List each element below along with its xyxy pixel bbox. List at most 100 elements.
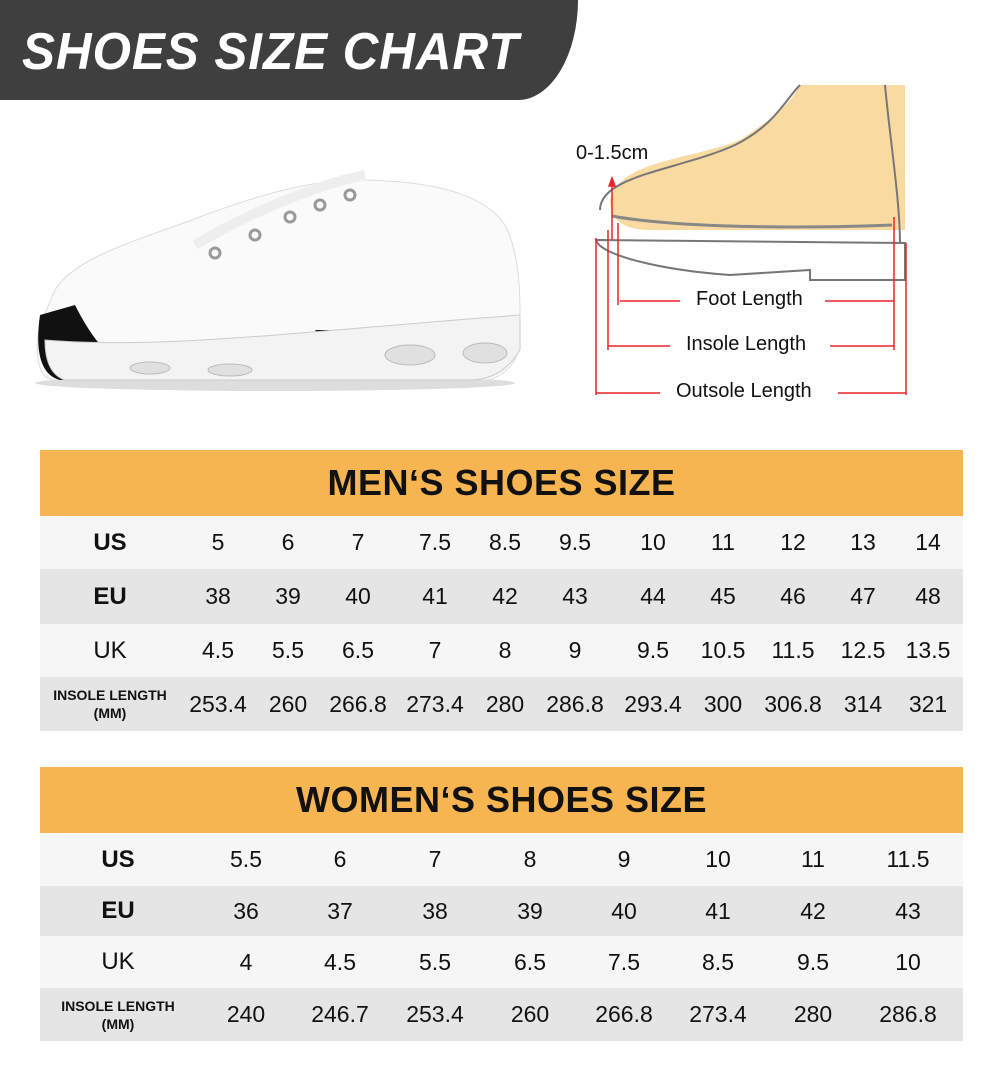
table-row: INSOLE LENGTH (MM) 253.4 260 266.8 273.4 280 28… <box>40 677 963 731</box>
size-cell: 8 <box>523 846 537 872</box>
foot-length-label: Foot Length <box>690 288 809 311</box>
size-cell: 253.4 <box>189 690 247 717</box>
size-cell: 37 <box>327 897 353 924</box>
size-cell: 7 <box>351 529 365 555</box>
size-cell: 12 <box>780 529 806 555</box>
size-cell: 9 <box>568 637 582 663</box>
table-row: EU 36 37 38 39 40 41 42 43 <box>40 886 963 936</box>
size-cell: 7.5 <box>608 948 640 975</box>
size-cell: 7.5 <box>419 529 451 555</box>
size-cell: 45 <box>710 583 736 609</box>
size-cell: 13 <box>850 529 876 555</box>
size-cell: 11 <box>711 529 735 555</box>
size-cell: 280 <box>793 1001 833 1027</box>
size-cell: 5 <box>211 529 225 555</box>
size-cell: 5.5 <box>230 846 262 872</box>
size-cell: 266.8 <box>595 1001 653 1027</box>
size-cell: 5.5 <box>419 948 451 975</box>
size-cell: 8.5 <box>489 529 521 555</box>
size-cell: 6 <box>281 529 295 555</box>
size-cell: 43 <box>562 583 588 609</box>
size-cell: 46 <box>780 583 806 609</box>
outsole-length-label: Outsole Length <box>670 380 818 403</box>
size-cell: 260 <box>268 690 308 717</box>
size-cell: 321 <box>908 690 948 717</box>
size-cell: 240 <box>226 1001 266 1027</box>
size-cell: 39 <box>517 897 543 924</box>
size-cell: 273.4 <box>406 690 464 717</box>
size-cell: 246.7 <box>311 1001 369 1027</box>
size-cell: 11.5 <box>886 846 930 872</box>
size-cell: 6.5 <box>514 948 546 975</box>
row-label: UK <box>93 636 127 664</box>
size-cell: 44 <box>640 583 666 609</box>
size-cell: 41 <box>422 583 448 609</box>
size-cell: 39 <box>275 583 301 609</box>
table-row: INSOLE LENGTH (MM) 240 246.7 253.4 260 266.8 27… <box>40 988 963 1041</box>
size-cell: 40 <box>345 583 371 609</box>
size-cell: 48 <box>915 583 941 609</box>
size-cell: 253.4 <box>406 1001 464 1027</box>
size-cell: 5.5 <box>272 637 304 663</box>
table-row: EU 38 39 40 41 42 43 44 45 46 47 48 <box>40 569 963 624</box>
size-cell: 300 <box>703 690 743 717</box>
size-cell: 306.8 <box>764 690 822 717</box>
mens-size-table: MEN‘S SHOES SIZE US 5 6 7 7.5 8.5 9.5 10 11 12 13 1… <box>40 450 963 731</box>
size-cell: 12.5 <box>840 637 886 663</box>
size-cell: 11 <box>801 846 825 872</box>
sneaker-image <box>35 170 521 391</box>
table-row: UK 4.5 5.5 6.5 7 8 9 9.5 10.5 11.5 12.5 13.5 <box>40 624 963 677</box>
row-label: US <box>93 528 127 556</box>
table-row: US 5.5 6 7 8 9 10 11 11.5 <box>40 833 963 886</box>
size-cell: 38 <box>205 583 231 609</box>
row-label-line2: (MM) <box>93 705 127 721</box>
page-title: SHOES SIZE CHART <box>22 23 520 81</box>
size-cell: 10.5 <box>700 637 746 663</box>
size-cell: 4.5 <box>202 637 234 663</box>
row-label: EU <box>93 582 127 610</box>
title-banner: SHOES SIZE CHART <box>0 0 578 100</box>
toe-gap-label: 0-1.5cm <box>576 142 649 164</box>
row-label-line2: (MM) <box>101 1015 135 1032</box>
size-cell: 6.5 <box>342 637 374 663</box>
size-cell: 280 <box>485 690 525 717</box>
mens-table-title: MEN‘S SHOES SIZE <box>40 450 963 516</box>
womens-table-title: WOMEN‘S SHOES SIZE <box>40 767 963 833</box>
size-cell: 42 <box>492 583 518 609</box>
size-cell: 286.8 <box>879 1001 937 1027</box>
size-cell: 286.8 <box>546 690 604 717</box>
size-cell: 9.5 <box>559 529 591 555</box>
size-cell: 8 <box>498 637 512 663</box>
size-cell: 273.4 <box>689 1001 747 1027</box>
size-cell: 314 <box>843 690 883 717</box>
row-label: INSOLE LENGTH (MM) <box>53 686 167 722</box>
size-cell: 266.8 <box>329 690 387 717</box>
table-row: US 5 6 7 7.5 8.5 9.5 10 11 12 13 14 <box>40 516 963 569</box>
size-cell: 36 <box>233 897 259 924</box>
row-label: UK <box>101 948 135 975</box>
size-cell: 9.5 <box>797 948 829 975</box>
size-cell: 7 <box>428 637 442 663</box>
size-cell: 260 <box>510 1001 550 1027</box>
size-cell: 293.4 <box>624 690 682 717</box>
foot-measurement-diagram: 0-1.5cm Foot Length Insole Length Outsol… <box>560 80 920 410</box>
row-label-line1: INSOLE LENGTH <box>53 687 167 703</box>
size-cell: 43 <box>895 897 921 924</box>
size-cell: 11.5 <box>771 637 815 663</box>
row-label: EU <box>101 897 135 924</box>
insole-length-label: Insole Length <box>680 333 813 356</box>
table-row: UK 4 4.5 5.5 6.5 7.5 8.5 9.5 10 <box>40 936 963 988</box>
size-cell: 40 <box>611 897 637 924</box>
size-cell: 9.5 <box>637 637 669 663</box>
womens-size-table: WOMEN‘S SHOES SIZE US 5.5 6 7 8 9 10 11 11.5 EU 36… <box>40 767 963 1041</box>
size-cell: 10 <box>640 529 666 555</box>
size-cell: 10 <box>895 948 921 975</box>
size-cell: 8.5 <box>702 948 734 975</box>
size-cell: 4 <box>239 948 253 975</box>
size-cell: 41 <box>705 897 731 924</box>
row-label: INSOLE LENGTH (MM) <box>61 997 175 1033</box>
row-label-line1: INSOLE LENGTH <box>61 997 175 1014</box>
size-cell: 6 <box>333 846 347 872</box>
size-cell: 9 <box>617 846 631 872</box>
size-cell: 10 <box>705 846 731 872</box>
